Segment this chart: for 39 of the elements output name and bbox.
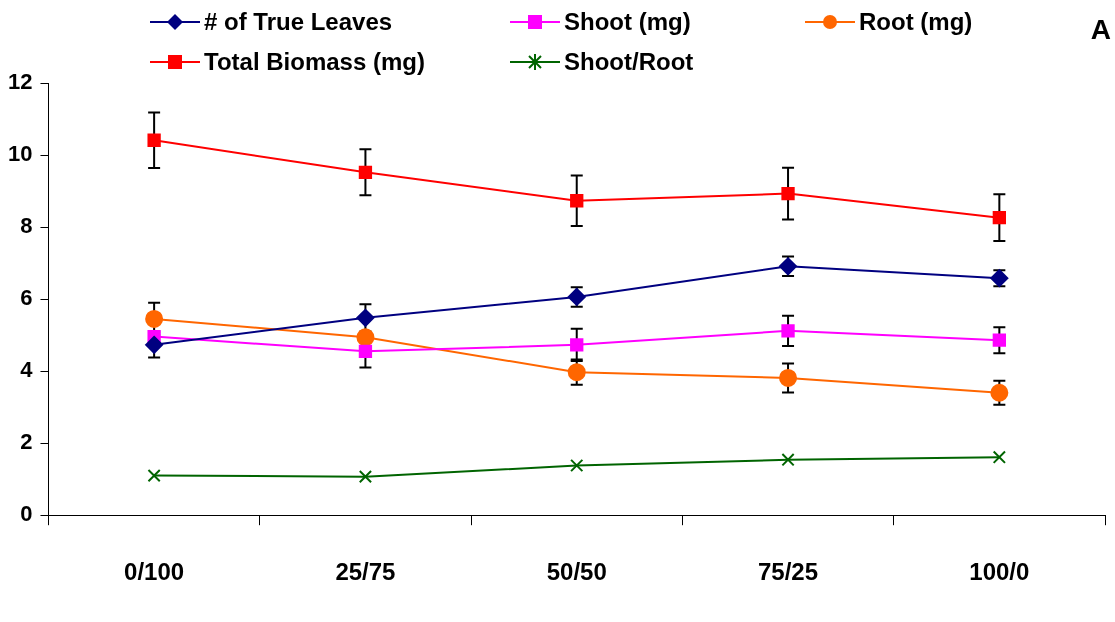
x-tick-label: 100/0 (969, 558, 1030, 586)
point (358, 165, 373, 179)
legend-label: Total Biomass (mg) (204, 48, 425, 76)
point (570, 458, 584, 473)
point (779, 368, 798, 387)
y-tick-label: 2 (20, 429, 33, 455)
point (356, 328, 375, 347)
y-tick-label: 12 (7, 69, 33, 95)
point (570, 338, 584, 352)
y-tick-label: 8 (20, 213, 33, 239)
legend-label: Shoot (mg) (564, 8, 691, 36)
point (145, 309, 164, 328)
point (781, 324, 795, 338)
point (992, 450, 1006, 464)
point (147, 468, 161, 483)
point (992, 333, 1006, 347)
point (358, 470, 373, 484)
point (356, 308, 375, 327)
y-tick-label: 6 (20, 285, 33, 311)
point (781, 186, 795, 201)
x-tick-label: 75/25 (758, 558, 819, 586)
legend-label: # of True Leaves (204, 8, 393, 36)
x-tick-label: 25/75 (335, 558, 396, 586)
y-tick-label: 10 (7, 141, 33, 167)
text: A (1090, 14, 1111, 46)
point (781, 453, 795, 467)
legend-label: Root (mg) (859, 8, 973, 36)
y-tick-label: 0 (20, 501, 33, 527)
x-tick-label: 50/50 (546, 558, 607, 586)
y-tick-label: 4 (20, 357, 34, 383)
legend-label: Shoot/Root (564, 48, 694, 76)
point (992, 211, 1006, 225)
x-tick-label: 0/100 (124, 558, 185, 586)
point (570, 194, 584, 208)
point (147, 133, 161, 147)
point (145, 335, 164, 354)
point (567, 363, 586, 382)
point (358, 344, 373, 358)
point (990, 383, 1009, 402)
